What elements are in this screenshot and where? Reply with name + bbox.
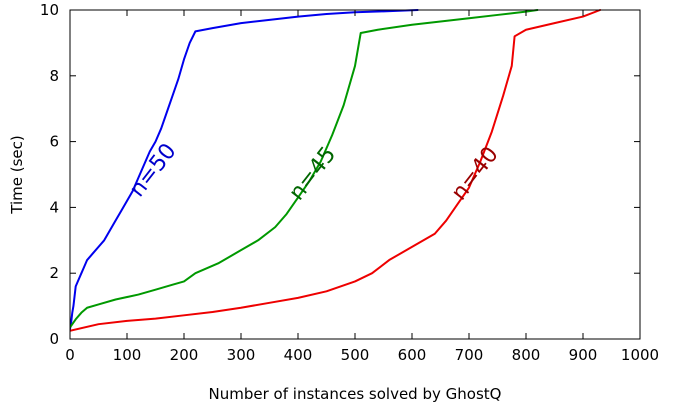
y-axis-ticks: 0 2 4 6 8 10	[40, 1, 640, 348]
x-tick-label: 0	[65, 346, 75, 364]
y-tick-label: 0	[49, 330, 59, 348]
x-axis-ticks: 0 100 200 300 400 500 600 700 800 900 1000	[65, 10, 659, 364]
series-line-n-45	[70, 9, 539, 329]
x-axis-label: Number of instances solved by GhostQ	[209, 385, 502, 403]
x-tick-label: 1000	[621, 346, 659, 364]
x-tick-label: 800	[512, 346, 541, 364]
series-label-n-50: n=50	[125, 139, 182, 202]
y-tick-label: 8	[49, 67, 59, 85]
y-tick-label: 10	[40, 1, 59, 19]
x-tick-label: 300	[227, 346, 256, 364]
series-label-n-40: n=40	[447, 142, 504, 205]
x-tick-label: 200	[170, 346, 199, 364]
x-tick-label: 700	[455, 346, 484, 364]
x-tick-label: 100	[113, 346, 142, 364]
y-tick-label: 4	[49, 198, 59, 216]
x-tick-label: 900	[569, 346, 598, 364]
series-layer	[70, 9, 602, 332]
x-tick-label: 500	[341, 346, 370, 364]
series-line-n-50	[70, 9, 419, 331]
x-tick-label: 400	[284, 346, 313, 364]
series-label-n-45: n=45	[284, 142, 341, 205]
series-line-n-40	[70, 9, 602, 332]
y-axis-label: Time (sec)	[8, 135, 26, 214]
y-tick-label: 2	[49, 264, 59, 282]
x-tick-label: 600	[398, 346, 427, 364]
series-labels: n=50 n=45 n=40	[125, 139, 504, 205]
y-tick-label: 6	[49, 133, 59, 151]
